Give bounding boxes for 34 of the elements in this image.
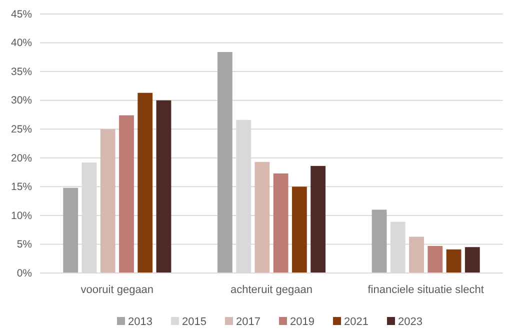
bar <box>138 92 153 273</box>
y-tick-label: 20% <box>10 152 32 164</box>
bar <box>372 210 387 273</box>
y-tick-label: 35% <box>10 66 32 78</box>
legend-label: 2023 <box>398 316 422 328</box>
bar <box>217 52 232 273</box>
legend-label: 2017 <box>236 316 260 328</box>
bar <box>100 129 116 273</box>
bar <box>409 236 424 273</box>
x-tick-label: achteruit gegaan <box>230 284 312 296</box>
bar <box>254 162 270 273</box>
y-tick-label: 25% <box>10 123 32 136</box>
legend-label: 2021 <box>344 316 368 328</box>
bar <box>273 173 288 273</box>
bar <box>156 100 172 273</box>
bar <box>464 247 480 273</box>
bar <box>292 186 307 273</box>
x-tick-label: vooruit gegaan <box>80 284 154 296</box>
y-tick-label: 45% <box>10 8 32 20</box>
bar <box>428 246 443 273</box>
legend-label: 2015 <box>182 316 206 328</box>
legend-label: 2019 <box>290 316 314 328</box>
bar <box>63 188 78 273</box>
y-tick-label: 0% <box>16 267 32 280</box>
legend-label: 2013 <box>128 316 152 328</box>
y-tick-label: 30% <box>10 94 32 107</box>
bar <box>446 249 462 273</box>
bar <box>310 166 326 273</box>
bar <box>119 115 134 273</box>
y-tick-label: 40% <box>10 37 32 50</box>
y-tick-label: 5% <box>16 238 32 251</box>
x-tick-label: financiele situatie slecht <box>368 284 484 296</box>
y-tick-label: 15% <box>10 181 32 194</box>
y-tick-label: 10% <box>10 210 32 222</box>
